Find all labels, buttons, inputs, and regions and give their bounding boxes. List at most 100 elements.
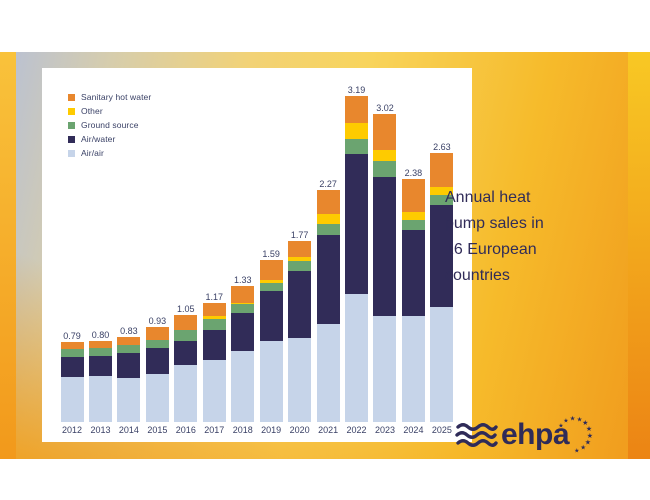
x-axis-label: 2021 [318,425,339,435]
bar-segment-air-air [60,377,84,422]
bar-segment-ground-source [202,319,226,330]
legend-swatch [68,121,75,129]
bar-segment-other [401,212,425,220]
bar-segment-sanitary-hot-water [345,96,369,123]
legend-swatch [68,107,75,115]
ehpa-wordmark: ehpa [501,418,570,451]
legend-item: Sanitary hot water [68,92,151,102]
x-axis-label: 2016 [175,425,196,435]
bar-segment-ground-source [145,340,169,348]
bar-stack [174,315,198,422]
bar-segment-sanitary-hot-water [401,179,425,212]
x-axis-label: 2020 [289,425,310,435]
x-axis-label: 2014 [118,425,139,435]
legend-label: Other [81,106,103,116]
legend-swatch [68,93,75,101]
bar-segment-ground-source [117,345,141,353]
legend-item: Other [68,106,151,116]
x-axis-label: 2018 [232,425,253,435]
bar-stack [145,327,169,422]
x-axis-label: 2025 [431,425,452,435]
bar-value-label: 1.05 [177,304,195,314]
bar-stack [345,96,369,422]
bar-segment-other [288,257,312,261]
bar-segment-ground-source [401,220,425,230]
gradient-band: Sanitary hot water Other Ground source Air/… [0,52,650,459]
bar-stack [231,286,255,422]
bar-segment-sanitary-hot-water [145,327,169,340]
bar-segment-ground-source [60,349,84,357]
bar-segment-ground-source [430,195,454,205]
bar-segment-air-water [60,357,84,377]
bar-segment-air-water [401,230,425,316]
x-axis-label: 2013 [90,425,111,435]
bar-stack [117,337,141,422]
bar-column: 0.79 2012 [58,331,86,436]
x-axis-label: 2019 [261,425,282,435]
legend-item: Air/air [68,148,151,158]
bar-segment-air-water [373,177,397,316]
bar-segment-other [373,150,397,161]
svg-text:★: ★ [570,415,576,423]
bar-segment-sanitary-hot-water [316,190,340,214]
bar-segment-other [430,187,454,195]
bar-segment-sanitary-hot-water [288,241,312,257]
x-axis-label: 2023 [374,425,395,435]
bar-segment-air-water [259,291,283,341]
bar-segment-sanitary-hot-water [174,315,198,330]
bar-segment-air-air [231,351,255,422]
svg-text:★: ★ [574,447,579,454]
bar-segment-air-water [145,348,169,374]
svg-text:★: ★ [585,439,591,447]
legend-swatch [68,149,75,157]
chart-legend: Sanitary hot water Other Ground source Air/… [68,92,151,162]
bar-value-label: 1.17 [205,292,224,302]
bar-stack [202,303,226,422]
legend-label: Sanitary hot water [81,92,152,102]
bar-value-label: 3.19 [347,85,366,95]
ehpa-logo: ehpa ★ ★ ★ ★ ★ ★ ★ ★ ★ ★ [455,408,615,462]
bar-segment-ground-source [231,304,255,313]
bar-segment-ground-source [316,224,340,235]
legend-label: Air/water [81,134,116,144]
x-axis-label: 2022 [346,425,367,435]
bar-column: 1.05 2016 [172,304,200,436]
bar-segment-sanitary-hot-water [202,303,226,316]
bar-segment-other [202,316,226,319]
bar-segment-air-air [401,316,425,422]
bar-segment-air-air [174,365,198,422]
bar-value-label: 0.79 [63,331,81,341]
bar-segment-other [259,280,283,283]
bar-segment-ground-source [88,348,112,356]
bar-value-label: 0.83 [120,326,138,336]
bar-segment-air-air [288,338,312,422]
svg-text:★: ★ [587,432,593,440]
bar-segment-air-water [117,353,141,378]
x-axis-label: 2015 [147,425,168,435]
bar-segment-air-air [373,316,397,422]
bar-column: 1.77 2020 [286,230,314,436]
bar-column: 3.19 2022 [343,85,371,436]
legend-swatch [68,135,75,143]
svg-text:★: ★ [586,425,592,433]
bar-value-label: 2.27 [319,179,337,189]
legend-label: Ground source [81,120,139,130]
bar-value-label: 0.93 [148,316,167,326]
x-axis-label: 2012 [61,425,83,435]
bar-segment-sanitary-hot-water [60,342,84,349]
bar-segment-sanitary-hot-water [259,260,283,280]
bar-segment-air-water [345,154,369,294]
bar-value-label: 3.02 [376,103,394,113]
bar-segment-air-water [288,271,312,338]
svg-text:★: ★ [582,419,588,427]
bar-column: 3.02 2023 [371,103,399,436]
bar-stack [373,114,397,422]
legend-label: Air/air [81,148,104,158]
bar-segment-air-water [202,330,226,360]
bar-column: 1.17 2017 [200,292,228,436]
bar-value-label: 1.77 [290,230,309,240]
bar-column: 0.83 2014 [115,326,143,436]
bar-column: 2.38 2024 [399,168,427,436]
bar-column: 1.59 2019 [257,249,285,436]
bar-stack [401,179,425,422]
